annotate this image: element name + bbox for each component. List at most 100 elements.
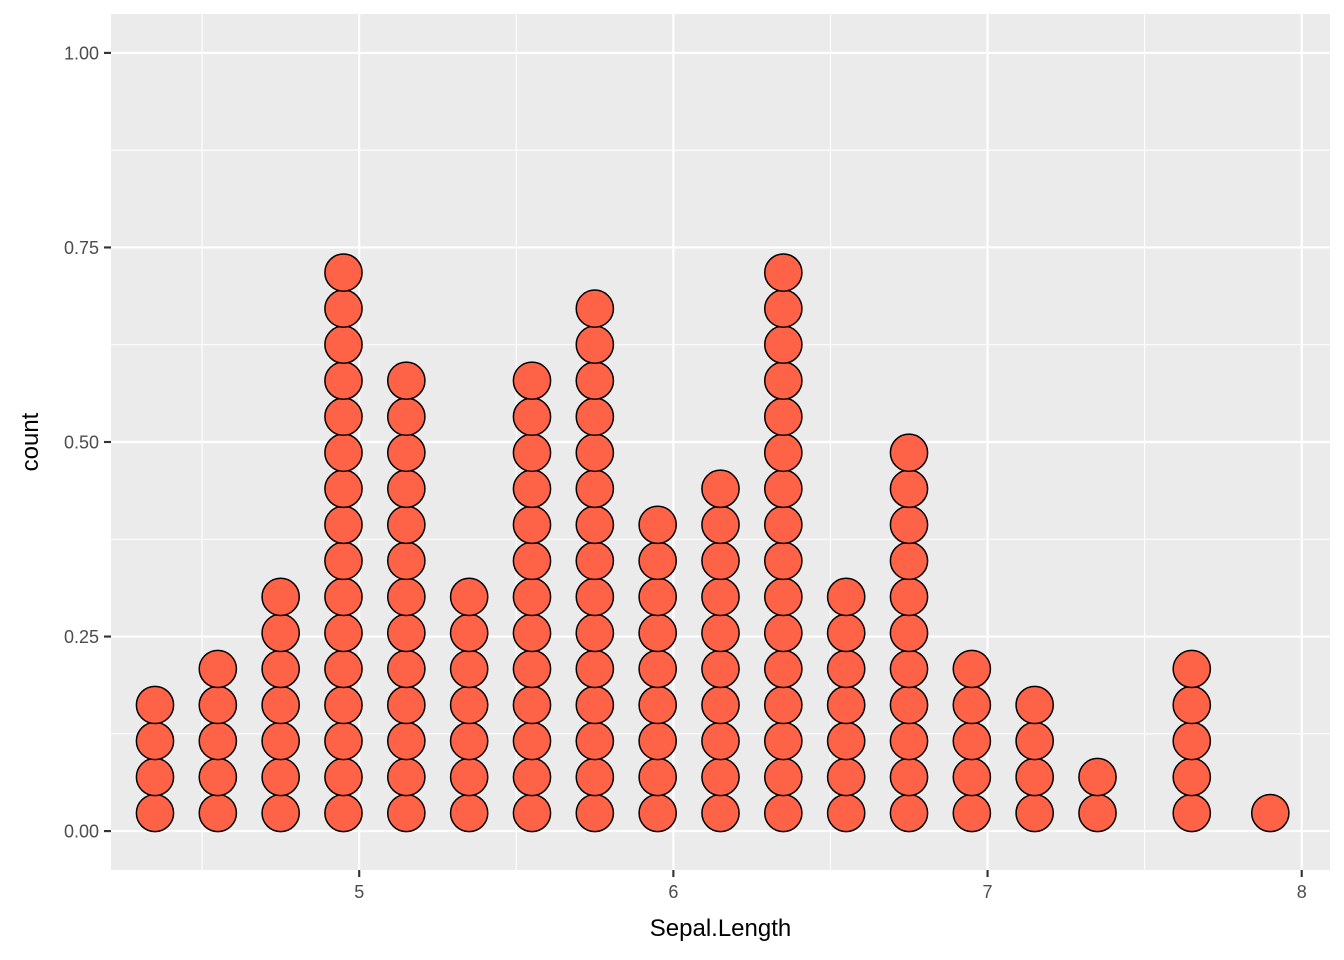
x-tick-label: 7 <box>983 882 993 902</box>
dot <box>575 721 615 761</box>
dot <box>701 793 740 833</box>
dot <box>1015 793 1055 833</box>
dot <box>763 757 803 797</box>
dot <box>575 577 615 617</box>
dot <box>449 721 489 761</box>
dot <box>386 433 426 473</box>
dot <box>763 289 803 328</box>
dot <box>198 649 238 689</box>
dot <box>1172 721 1212 761</box>
dot <box>575 289 615 328</box>
dot <box>512 793 552 833</box>
dot <box>324 613 363 653</box>
dot <box>1015 721 1055 761</box>
dot <box>575 325 615 364</box>
dot <box>763 685 803 725</box>
dot <box>324 505 363 545</box>
dot <box>952 721 992 761</box>
dot <box>889 469 929 509</box>
dot <box>763 397 803 437</box>
dot <box>701 469 740 509</box>
dot <box>763 433 803 473</box>
dot <box>512 685 552 725</box>
dot <box>512 433 552 473</box>
dot <box>512 757 552 797</box>
dot <box>826 721 866 761</box>
dot <box>638 505 678 545</box>
dot <box>889 577 929 617</box>
x-tick-label: 6 <box>668 882 678 902</box>
dot <box>386 397 426 437</box>
dot <box>324 325 363 364</box>
dot <box>386 685 426 725</box>
dot <box>449 685 489 725</box>
dot <box>638 757 678 797</box>
dot <box>449 649 489 689</box>
dot <box>952 757 992 797</box>
x-tick-label: 8 <box>1297 882 1307 902</box>
dot <box>512 577 552 617</box>
dot <box>889 505 929 545</box>
dot <box>386 649 426 689</box>
y-tick-label: 1.00 <box>64 43 99 63</box>
dot <box>701 541 740 581</box>
dot <box>952 649 992 689</box>
dot <box>198 793 238 833</box>
dot <box>198 757 238 797</box>
dot <box>324 253 363 292</box>
dot <box>952 685 992 725</box>
dot <box>512 613 552 653</box>
dot <box>889 793 929 833</box>
dot <box>638 721 678 761</box>
dot <box>638 649 678 689</box>
dot <box>763 253 803 292</box>
dot <box>1172 757 1212 797</box>
dot <box>261 577 301 617</box>
dot <box>449 793 489 833</box>
dot <box>1015 685 1055 725</box>
dot <box>512 469 552 509</box>
dot <box>701 685 740 725</box>
dot <box>386 361 426 401</box>
dot <box>512 649 552 689</box>
dot <box>575 685 615 725</box>
dot <box>386 541 426 581</box>
dot <box>575 649 615 689</box>
dot <box>638 793 678 833</box>
dot <box>763 721 803 761</box>
dot <box>575 505 615 545</box>
dot <box>889 613 929 653</box>
dot <box>889 721 929 761</box>
dot <box>826 577 866 617</box>
dot <box>386 793 426 833</box>
dot <box>386 577 426 617</box>
x-axis-title: Sepal.Length <box>650 915 791 942</box>
dot <box>638 541 678 581</box>
x-axis: 5 6 7 8 <box>354 870 1307 902</box>
y-tick-label: 0.00 <box>64 822 99 842</box>
dot <box>575 433 615 473</box>
dot <box>261 793 301 833</box>
dot-stacks <box>135 253 1290 833</box>
dot <box>512 397 552 437</box>
dot <box>135 757 175 797</box>
dot <box>701 721 740 761</box>
dot <box>324 649 363 689</box>
dot <box>512 361 552 401</box>
dot <box>826 613 866 653</box>
dot <box>324 433 363 473</box>
dot <box>952 793 992 833</box>
dot <box>701 505 740 545</box>
dot <box>324 685 363 725</box>
dot <box>449 577 489 617</box>
dot <box>1172 649 1212 689</box>
dot <box>386 757 426 797</box>
dot <box>701 757 740 797</box>
dot <box>512 721 552 761</box>
dot <box>889 649 929 689</box>
dot <box>324 541 363 581</box>
dot <box>324 469 363 509</box>
y-axis-title: count <box>17 412 44 471</box>
dot <box>1172 793 1212 833</box>
